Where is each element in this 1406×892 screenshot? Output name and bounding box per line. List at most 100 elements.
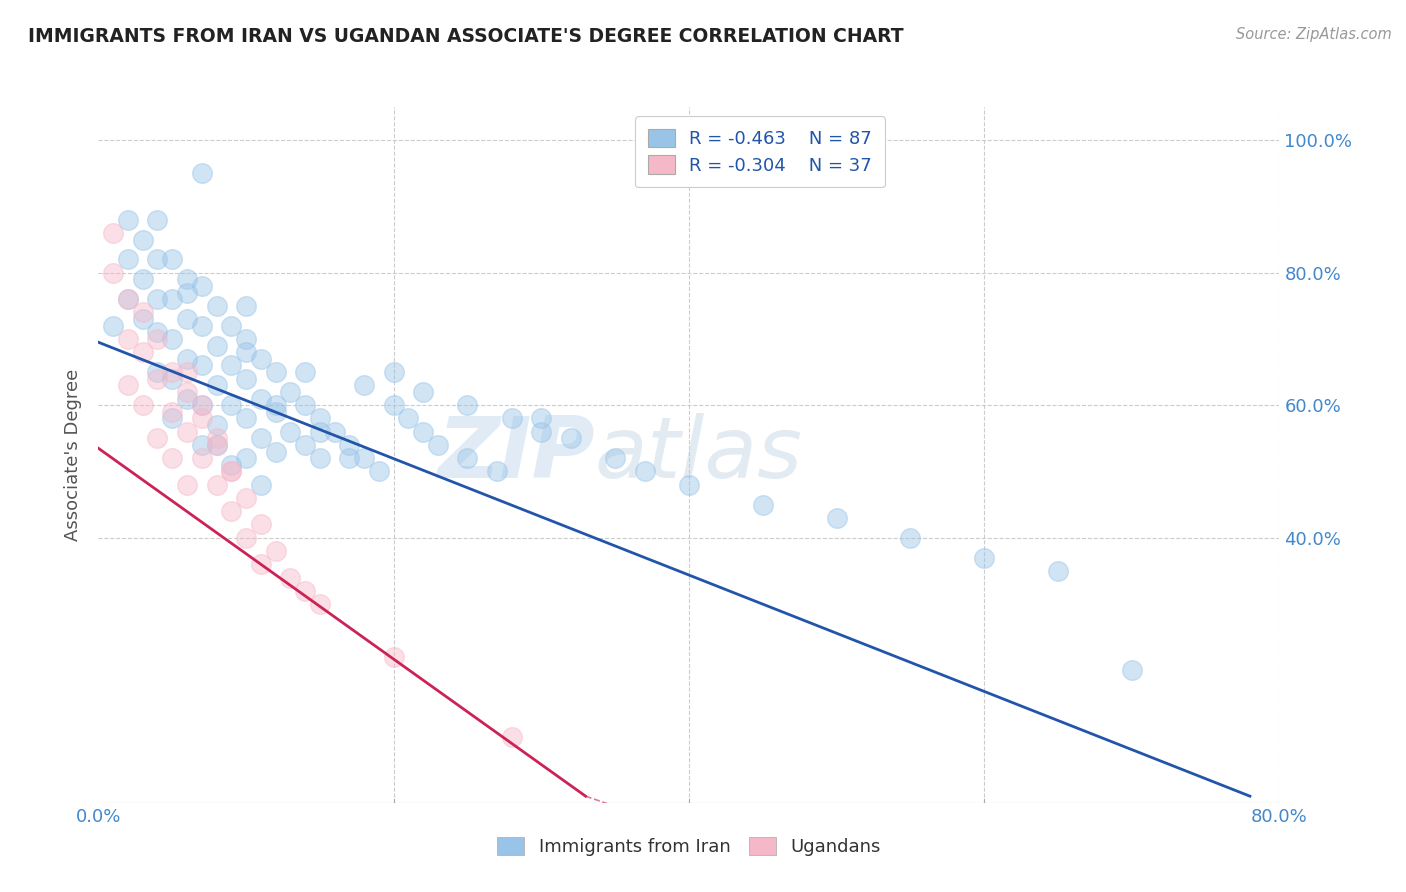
Point <box>117 212 139 227</box>
Point <box>456 398 478 412</box>
Point <box>205 299 228 313</box>
Point <box>278 570 302 584</box>
Point <box>250 558 273 572</box>
Point <box>162 365 183 379</box>
Point <box>146 332 169 346</box>
Point <box>294 583 316 598</box>
Point <box>382 650 405 665</box>
Point <box>751 498 773 512</box>
Point <box>132 398 155 412</box>
Point <box>146 365 169 379</box>
Point <box>205 431 228 445</box>
Point <box>191 318 214 333</box>
Point <box>309 597 332 611</box>
Point <box>294 438 316 452</box>
Text: Source: ZipAtlas.com: Source: ZipAtlas.com <box>1236 27 1392 42</box>
Point <box>264 405 287 419</box>
Point <box>162 372 183 386</box>
Point <box>235 345 257 359</box>
Text: atlas: atlas <box>595 413 803 497</box>
Point <box>219 465 242 479</box>
Point <box>250 351 273 366</box>
Point <box>132 233 155 247</box>
Point <box>396 411 419 425</box>
Point <box>825 511 848 525</box>
Point <box>530 411 553 425</box>
Point <box>264 398 287 412</box>
Point <box>235 332 257 346</box>
Point <box>205 418 228 433</box>
Point <box>219 398 242 412</box>
Point <box>191 438 214 452</box>
Point <box>205 438 228 452</box>
Point <box>176 285 198 300</box>
Point <box>162 292 183 306</box>
Point <box>162 405 183 419</box>
Point <box>339 451 360 466</box>
Point <box>191 451 214 466</box>
Point <box>146 431 169 445</box>
Text: IMMIGRANTS FROM IRAN VS UGANDAN ASSOCIATE'S DEGREE CORRELATION CHART: IMMIGRANTS FROM IRAN VS UGANDAN ASSOCIAT… <box>28 27 904 45</box>
Point <box>973 550 995 565</box>
Point <box>339 438 360 452</box>
Point <box>176 351 198 366</box>
Point <box>235 372 257 386</box>
Point <box>191 359 214 373</box>
Point <box>456 451 478 466</box>
Point <box>205 338 228 352</box>
Point <box>176 477 198 491</box>
Point <box>205 477 228 491</box>
Point <box>382 365 405 379</box>
Point <box>162 411 183 425</box>
Point <box>132 305 155 319</box>
Point <box>368 465 391 479</box>
Point <box>219 359 242 373</box>
Point <box>309 425 332 439</box>
Point <box>117 292 139 306</box>
Point <box>264 544 287 558</box>
Point <box>191 279 214 293</box>
Point <box>427 438 450 452</box>
Point <box>294 365 316 379</box>
Point <box>678 477 700 491</box>
Point <box>146 372 169 386</box>
Point <box>146 212 169 227</box>
Point <box>162 332 183 346</box>
Point <box>530 425 553 439</box>
Point <box>605 451 627 466</box>
Point <box>353 378 375 392</box>
Y-axis label: Associate's Degree: Associate's Degree <box>65 368 83 541</box>
Point <box>219 318 242 333</box>
Point <box>235 451 257 466</box>
Point <box>103 266 125 280</box>
Point <box>278 384 302 399</box>
Point <box>176 365 198 379</box>
Point <box>1046 564 1069 578</box>
Point <box>900 531 922 545</box>
Point <box>132 345 155 359</box>
Point <box>219 465 242 479</box>
Legend: Immigrants from Iran, Ugandans: Immigrants from Iran, Ugandans <box>491 830 887 863</box>
Point <box>309 451 332 466</box>
Point <box>219 504 242 518</box>
Point <box>103 318 125 333</box>
Point <box>117 332 139 346</box>
Point <box>235 491 257 505</box>
Point <box>633 465 655 479</box>
Point <box>412 384 434 399</box>
Point <box>486 465 509 479</box>
Text: ZIP: ZIP <box>437 413 595 497</box>
Point <box>117 252 139 267</box>
Point <box>309 411 332 425</box>
Point <box>191 398 214 412</box>
Point <box>176 425 198 439</box>
Point <box>235 299 257 313</box>
Point <box>278 425 302 439</box>
Point <box>176 384 198 399</box>
Point <box>353 451 375 466</box>
Point <box>132 272 155 286</box>
Point <box>264 444 287 458</box>
Point <box>250 431 273 445</box>
Point <box>250 392 273 406</box>
Point <box>162 252 183 267</box>
